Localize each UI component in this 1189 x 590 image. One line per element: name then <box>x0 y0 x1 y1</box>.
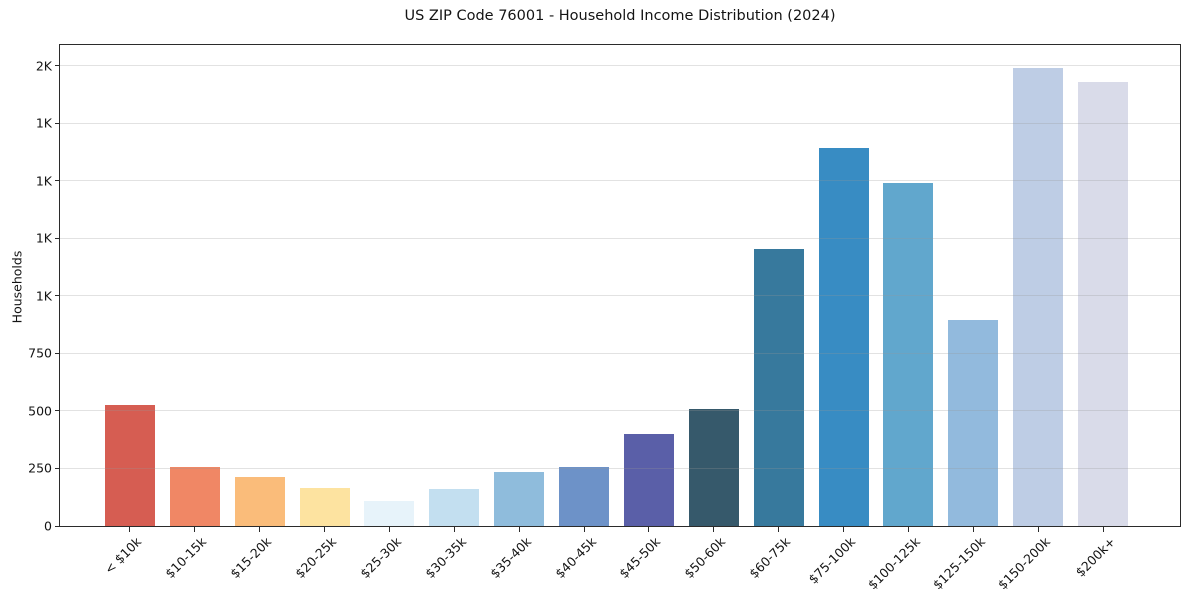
x-tick-mark <box>778 527 780 532</box>
x-tick-mark <box>388 527 390 532</box>
y-tick-label: 500 <box>28 403 52 419</box>
x-tick-mark <box>1102 527 1104 532</box>
gridline <box>60 352 1180 354</box>
y-tick-label: 1K <box>35 173 52 189</box>
x-tick-label: $45-50k <box>616 534 664 582</box>
y-tick-label: 250 <box>28 460 52 476</box>
bar <box>429 488 480 526</box>
x-tick-mark <box>713 527 715 532</box>
y-tick-mark <box>55 65 60 67</box>
x-tick-label: $35-40k <box>486 534 534 582</box>
x-tick-mark <box>907 527 909 532</box>
bar <box>104 405 155 526</box>
y-tick-label: 750 <box>28 345 52 361</box>
y-tick-label: 1K <box>35 115 52 131</box>
gridline <box>60 237 1180 239</box>
x-tick-mark <box>583 527 585 532</box>
y-tick-label: 1K <box>35 288 52 304</box>
y-tick-mark <box>55 295 60 297</box>
x-tick-label: $30-35k <box>421 534 469 582</box>
x-tick-label: $200k+ <box>1072 534 1118 580</box>
y-tick-mark <box>55 180 60 182</box>
x-tick-mark <box>843 527 845 532</box>
bar <box>299 487 350 526</box>
y-tick-mark <box>55 525 60 527</box>
bar <box>1013 68 1064 526</box>
x-tick-label: $150-200k <box>994 534 1053 590</box>
x-tick-label: < $10k <box>101 534 145 577</box>
gridline <box>60 122 1180 124</box>
gridline <box>60 65 1180 67</box>
x-tick-mark <box>972 527 974 532</box>
gridline <box>60 467 1180 469</box>
bar <box>1078 81 1129 526</box>
bar <box>948 320 999 526</box>
x-tick-mark <box>453 527 455 532</box>
y-axis-label: Households <box>9 250 25 324</box>
x-tick-mark <box>1037 527 1039 532</box>
x-tick-mark <box>194 527 196 532</box>
gridline <box>60 180 1180 182</box>
bar <box>169 467 220 526</box>
bar <box>753 248 804 526</box>
bar <box>364 500 415 526</box>
gridline <box>60 410 1180 412</box>
x-tick-label: $75-100k <box>805 534 859 587</box>
y-tick-label: 2K <box>35 58 52 74</box>
x-tick-mark <box>259 527 261 532</box>
y-tick-mark <box>55 122 60 124</box>
plot-area <box>59 44 1181 527</box>
x-tick-label: $15-20k <box>227 534 275 582</box>
bar <box>818 148 869 526</box>
x-tick-label: $20-25k <box>292 534 340 582</box>
y-tick-mark <box>55 237 60 239</box>
x-tick-label: $40-45k <box>551 534 599 582</box>
bar <box>559 466 610 526</box>
gridline <box>60 295 1180 297</box>
y-tick-mark <box>55 410 60 412</box>
x-tick-mark <box>648 527 650 532</box>
bar <box>494 472 545 526</box>
x-tick-label: $50-60k <box>681 534 729 582</box>
x-tick-label: $125-150k <box>929 534 988 590</box>
bar <box>688 409 739 526</box>
x-tick-mark <box>129 527 131 532</box>
x-tick-mark <box>324 527 326 532</box>
x-tick-label: $25-30k <box>357 534 405 582</box>
y-tick-label: 1K <box>35 230 52 246</box>
x-tick-label: $10-15k <box>162 534 210 582</box>
bar <box>883 183 934 526</box>
x-tick-mark <box>518 527 520 532</box>
y-tick-mark <box>55 352 60 354</box>
y-tick-label: 0 <box>44 518 52 534</box>
y-tick-mark <box>55 467 60 469</box>
bar <box>234 476 285 526</box>
x-tick-label: $100-125k <box>864 534 924 590</box>
x-tick-label: $60-75k <box>746 534 794 582</box>
bar <box>623 433 674 526</box>
chart-title: US ZIP Code 76001 - Household Income Dis… <box>404 8 836 24</box>
